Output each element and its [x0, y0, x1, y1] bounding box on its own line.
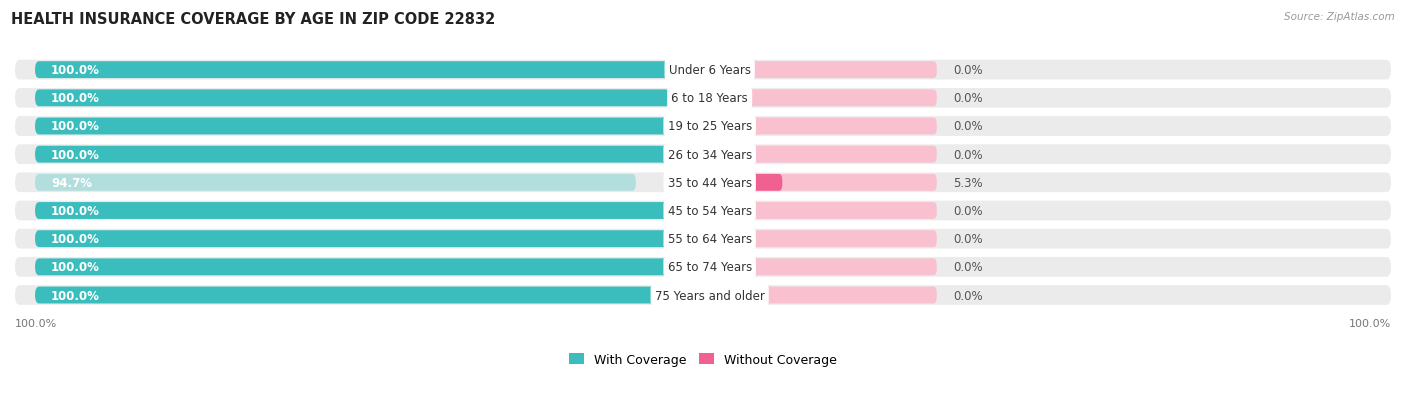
FancyBboxPatch shape [15, 89, 1391, 109]
FancyBboxPatch shape [749, 231, 936, 247]
Text: 19 to 25 Years: 19 to 25 Years [668, 120, 752, 133]
Text: 0.0%: 0.0% [953, 92, 983, 105]
Text: 0.0%: 0.0% [953, 120, 983, 133]
FancyBboxPatch shape [749, 259, 936, 275]
FancyBboxPatch shape [749, 174, 782, 191]
Text: Source: ZipAtlas.com: Source: ZipAtlas.com [1284, 12, 1395, 22]
FancyBboxPatch shape [749, 174, 936, 191]
FancyBboxPatch shape [749, 62, 936, 79]
Text: 100.0%: 100.0% [51, 64, 100, 77]
FancyBboxPatch shape [749, 146, 936, 163]
FancyBboxPatch shape [35, 90, 669, 107]
FancyBboxPatch shape [15, 61, 1391, 80]
Text: 75 Years and older: 75 Years and older [655, 289, 765, 302]
FancyBboxPatch shape [15, 257, 1391, 277]
FancyBboxPatch shape [35, 174, 636, 191]
FancyBboxPatch shape [15, 173, 1391, 193]
Text: Under 6 Years: Under 6 Years [669, 64, 751, 77]
Text: 94.7%: 94.7% [51, 176, 91, 190]
Text: 100.0%: 100.0% [51, 261, 100, 274]
Text: 100.0%: 100.0% [1348, 318, 1391, 328]
FancyBboxPatch shape [15, 285, 1391, 305]
Text: 0.0%: 0.0% [953, 289, 983, 302]
FancyBboxPatch shape [749, 90, 936, 107]
Text: 65 to 74 Years: 65 to 74 Years [668, 261, 752, 274]
Text: 0.0%: 0.0% [953, 64, 983, 77]
Text: 0.0%: 0.0% [953, 148, 983, 161]
Text: 55 to 64 Years: 55 to 64 Years [668, 233, 752, 246]
Text: 6 to 18 Years: 6 to 18 Years [671, 92, 748, 105]
Text: 26 to 34 Years: 26 to 34 Years [668, 148, 752, 161]
FancyBboxPatch shape [749, 287, 936, 304]
FancyBboxPatch shape [35, 62, 669, 79]
FancyBboxPatch shape [15, 201, 1391, 221]
FancyBboxPatch shape [15, 117, 1391, 137]
Text: 100.0%: 100.0% [15, 318, 58, 328]
FancyBboxPatch shape [35, 259, 669, 275]
Text: 35 to 44 Years: 35 to 44 Years [668, 176, 752, 190]
Text: 0.0%: 0.0% [953, 204, 983, 218]
Text: 45 to 54 Years: 45 to 54 Years [668, 204, 752, 218]
Text: HEALTH INSURANCE COVERAGE BY AGE IN ZIP CODE 22832: HEALTH INSURANCE COVERAGE BY AGE IN ZIP … [11, 12, 495, 27]
Text: 100.0%: 100.0% [51, 289, 100, 302]
FancyBboxPatch shape [15, 145, 1391, 165]
FancyBboxPatch shape [749, 118, 936, 135]
Text: 100.0%: 100.0% [51, 233, 100, 246]
Text: 0.0%: 0.0% [953, 261, 983, 274]
FancyBboxPatch shape [35, 231, 669, 247]
FancyBboxPatch shape [35, 202, 669, 219]
FancyBboxPatch shape [749, 202, 936, 219]
Text: 100.0%: 100.0% [51, 204, 100, 218]
FancyBboxPatch shape [35, 118, 669, 135]
FancyBboxPatch shape [15, 229, 1391, 249]
Legend: With Coverage, Without Coverage: With Coverage, Without Coverage [564, 348, 842, 371]
FancyBboxPatch shape [35, 287, 669, 304]
Text: 100.0%: 100.0% [51, 120, 100, 133]
Text: 5.3%: 5.3% [953, 176, 983, 190]
Text: 0.0%: 0.0% [953, 233, 983, 246]
Text: 100.0%: 100.0% [51, 148, 100, 161]
Text: 100.0%: 100.0% [51, 92, 100, 105]
FancyBboxPatch shape [35, 146, 669, 163]
